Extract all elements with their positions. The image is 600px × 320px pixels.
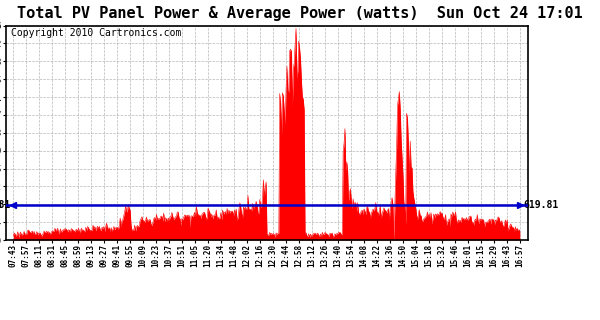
Text: 619.81: 619.81 — [523, 200, 559, 211]
Text: Copyright 2010 Cartronics.com: Copyright 2010 Cartronics.com — [11, 28, 182, 38]
Text: 619.81: 619.81 — [0, 200, 11, 211]
Text: Total PV Panel Power & Average Power (watts)  Sun Oct 24 17:01: Total PV Panel Power & Average Power (wa… — [17, 6, 583, 21]
